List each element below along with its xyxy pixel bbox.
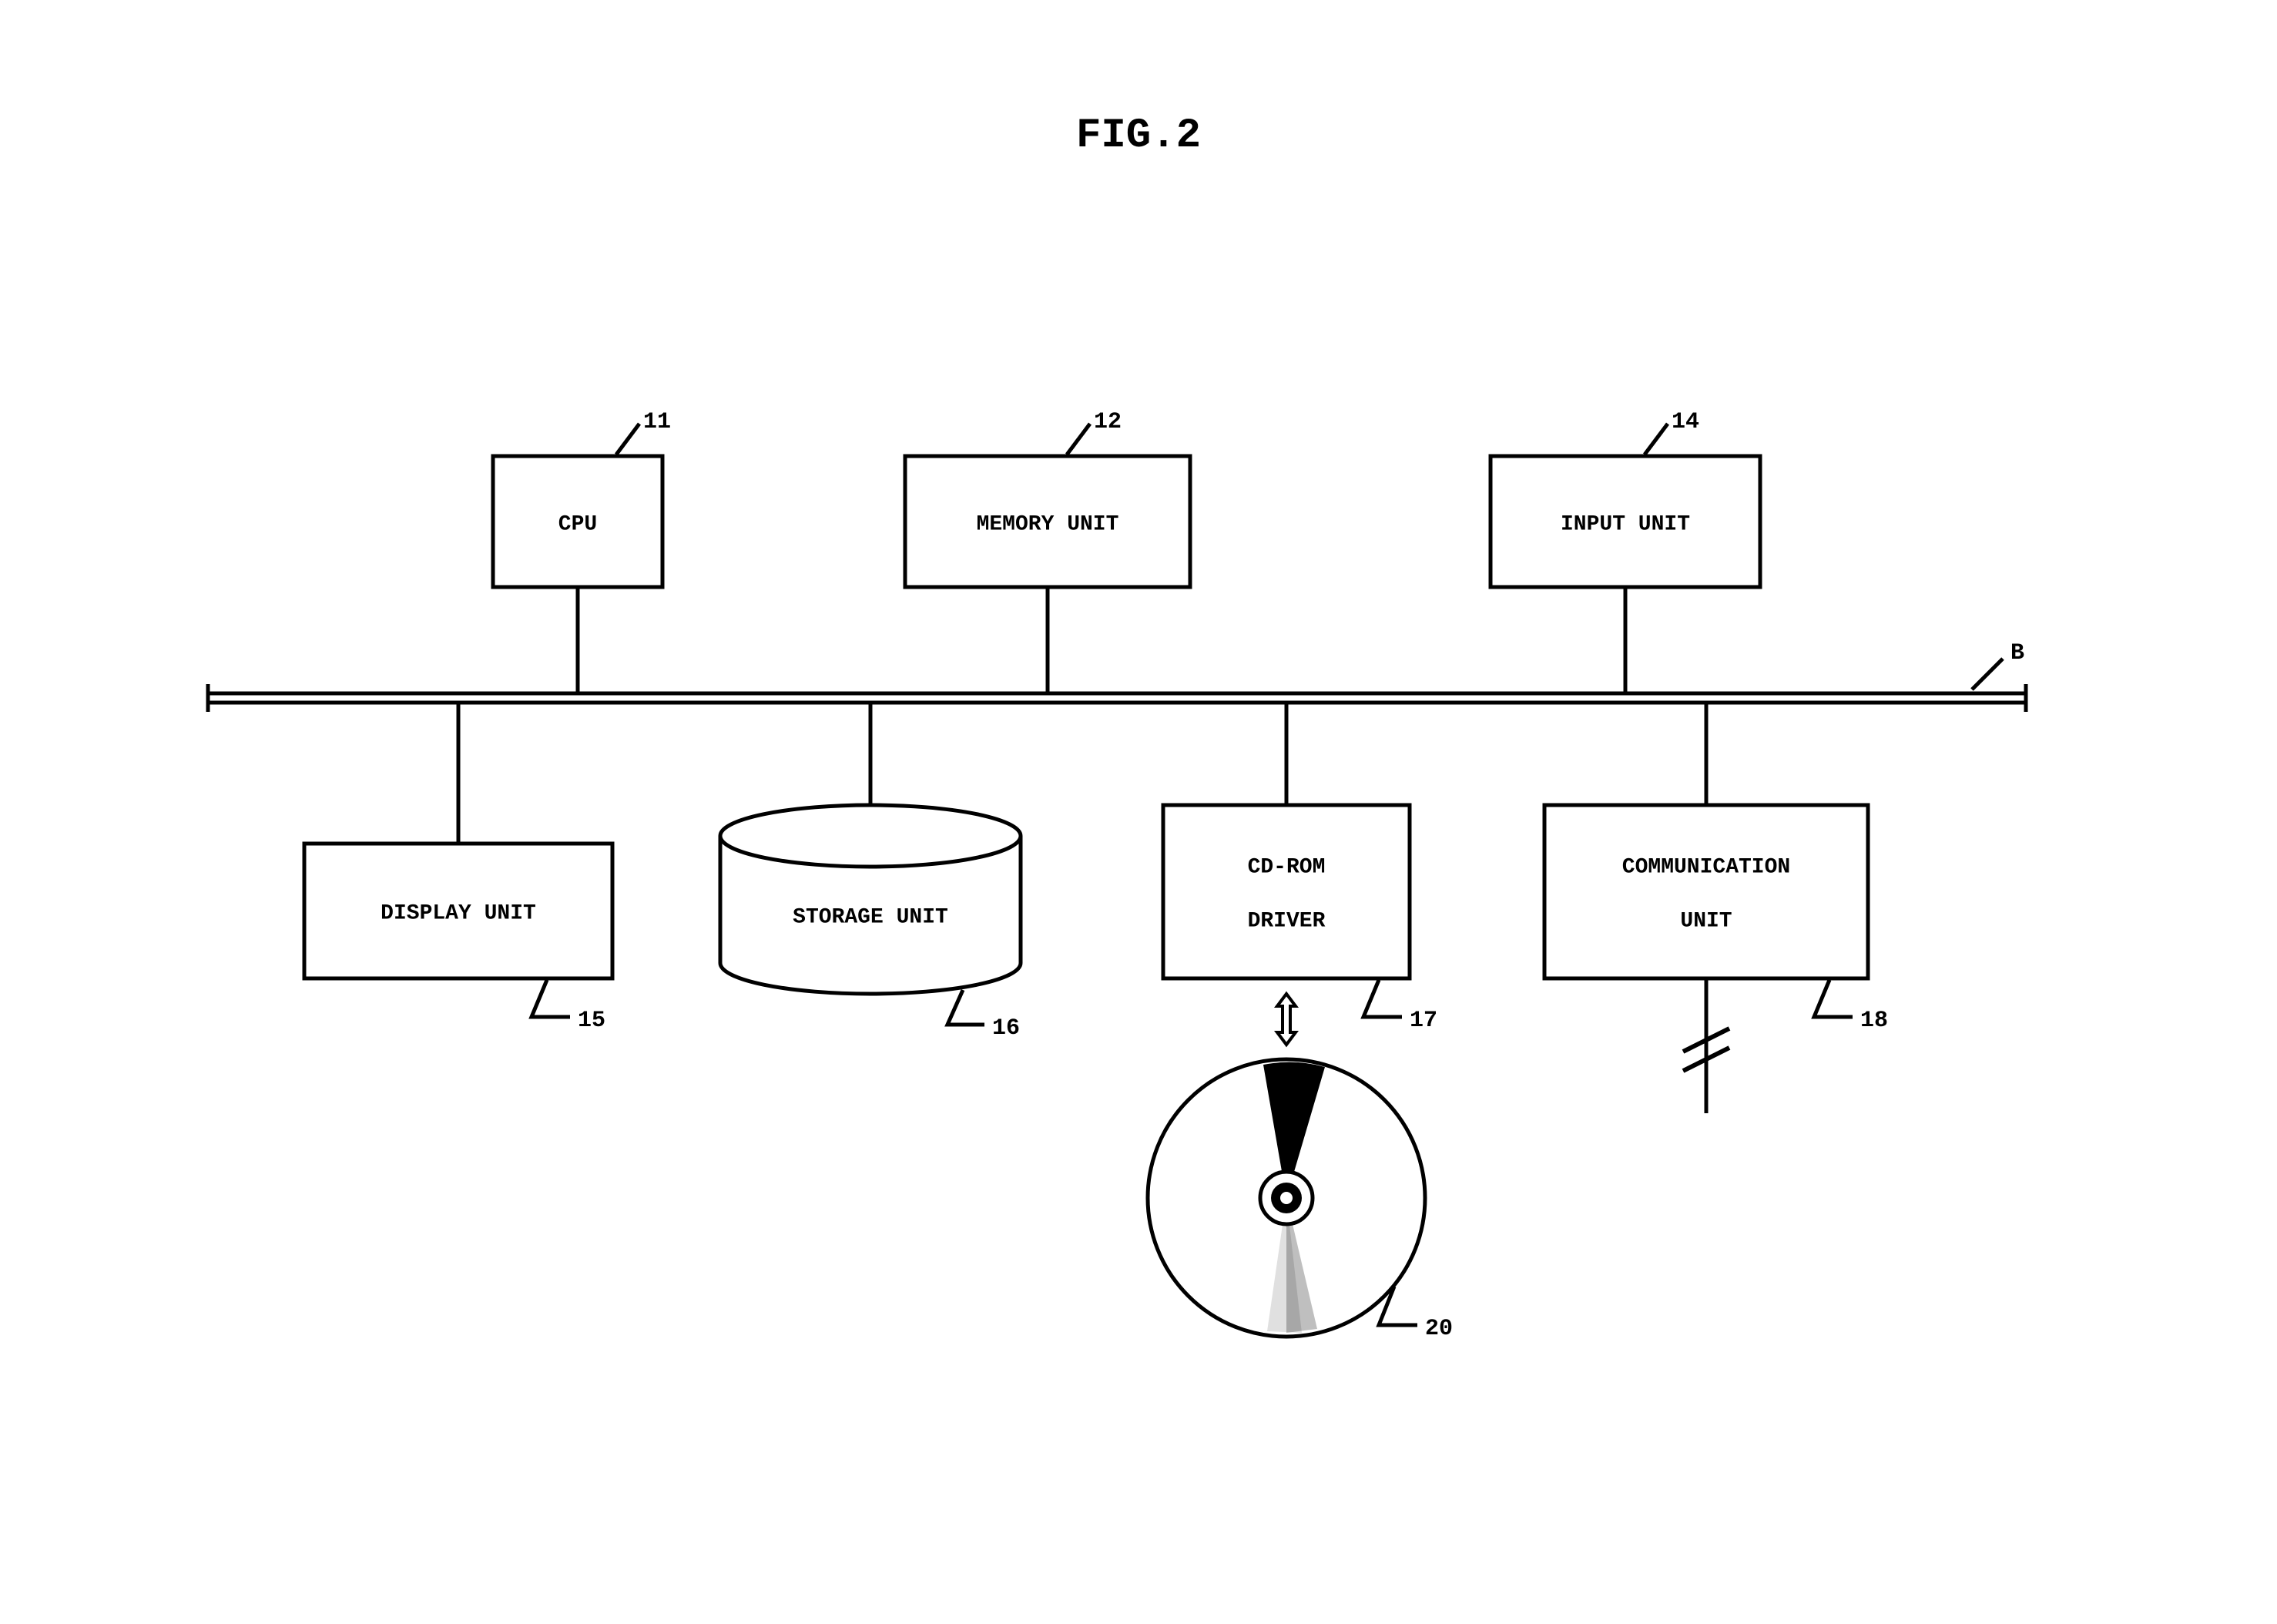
display-label: DISPLAY UNIT — [381, 901, 536, 925]
input-label: INPUT UNIT — [1561, 512, 1690, 536]
cpu-ref: 11 — [643, 409, 671, 435]
figure-title: FIG.2 — [1076, 112, 1201, 159]
memory-node: MEMORY UNIT 12 — [905, 409, 1190, 693]
comm-node: COMMUNICATION UNIT 18 — [1544, 703, 1888, 1113]
cpu-label: CPU — [558, 512, 597, 536]
double-arrow-icon — [1277, 994, 1296, 1045]
comm-ref: 18 — [1860, 1008, 1888, 1034]
storage-label: STORAGE UNIT — [793, 905, 948, 929]
bus-label: B — [2010, 640, 2024, 666]
comm-label2: UNIT — [1680, 909, 1732, 933]
input-node: INPUT UNIT 14 — [1491, 409, 1760, 693]
memory-ref: 12 — [1094, 409, 1122, 435]
cdrom-label1: CD-ROM — [1248, 855, 1326, 879]
disc-icon: 20 — [1148, 1059, 1453, 1342]
display-ref: 15 — [578, 1008, 605, 1034]
memory-label: MEMORY UNIT — [977, 512, 1119, 536]
cdrom-ref: 17 — [1410, 1008, 1437, 1034]
storage-ref: 16 — [992, 1015, 1020, 1042]
storage-node: STORAGE UNIT 16 — [720, 703, 1021, 1042]
disc-ref: 20 — [1425, 1316, 1453, 1342]
bus-line: B — [208, 640, 2026, 712]
cpu-node: CPU 11 — [493, 409, 671, 693]
display-node: DISPLAY UNIT 15 — [304, 703, 612, 1034]
cdrom-label2: DRIVER — [1248, 909, 1326, 933]
comm-label1: COMMUNICATION — [1622, 855, 1790, 879]
figure-diagram: FIG.2 B CPU 11 MEMORY UNIT 12 INPUT UNIT… — [0, 0, 2277, 1624]
cdrom-node: CD-ROM DRIVER 17 — [1163, 703, 1437, 1034]
input-ref: 14 — [1672, 409, 1699, 435]
